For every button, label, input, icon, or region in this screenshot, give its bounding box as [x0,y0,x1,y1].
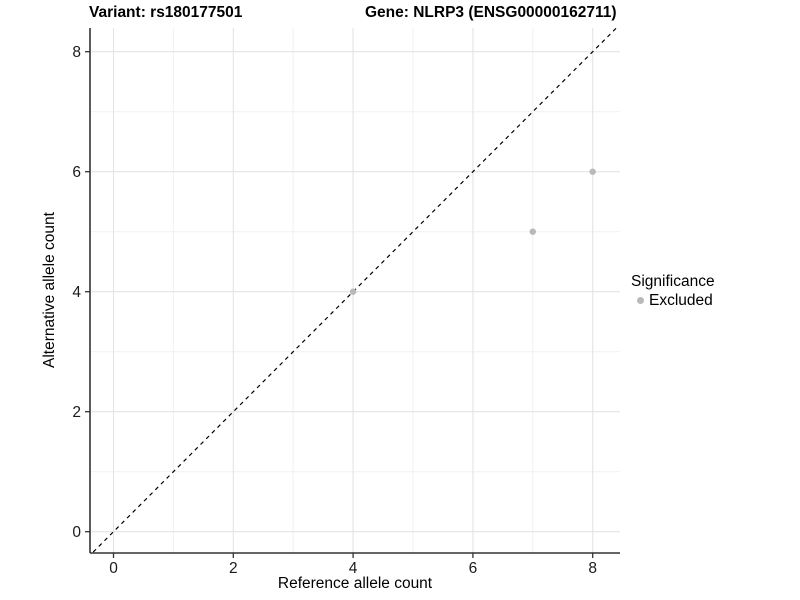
data-point [349,288,357,295]
legend-item-label: Excluded [649,292,713,309]
y-tick-label: 4 [72,284,81,301]
data-point [589,168,596,175]
y-tick-label: 0 [72,524,81,541]
legend-title: Significance [631,273,715,290]
x-tick-label: 4 [349,560,358,577]
x-axis-title: Reference allele count [277,575,433,592]
legend: Significance Excluded [631,273,715,309]
plot-title-variant: Variant: rs180177501 [89,4,243,21]
data-point [529,228,536,235]
x-tick-label: 2 [229,560,238,577]
plot-title-gene: Gene: NLRP3 (ENSG00000162711) [365,4,617,21]
y-tick-label: 6 [72,164,81,181]
x-tick-label: 0 [109,560,118,577]
x-tick-label: 6 [469,560,478,577]
excluded-point-icon [637,297,644,304]
y-tick-label: 8 [72,44,81,61]
legend-item-excluded: Excluded [631,292,715,309]
y-axis-title: Alternative allele count [41,212,58,368]
identity-dashed-line [91,28,618,553]
y-tick-label: 2 [72,404,81,421]
x-tick-label: 8 [588,560,597,577]
